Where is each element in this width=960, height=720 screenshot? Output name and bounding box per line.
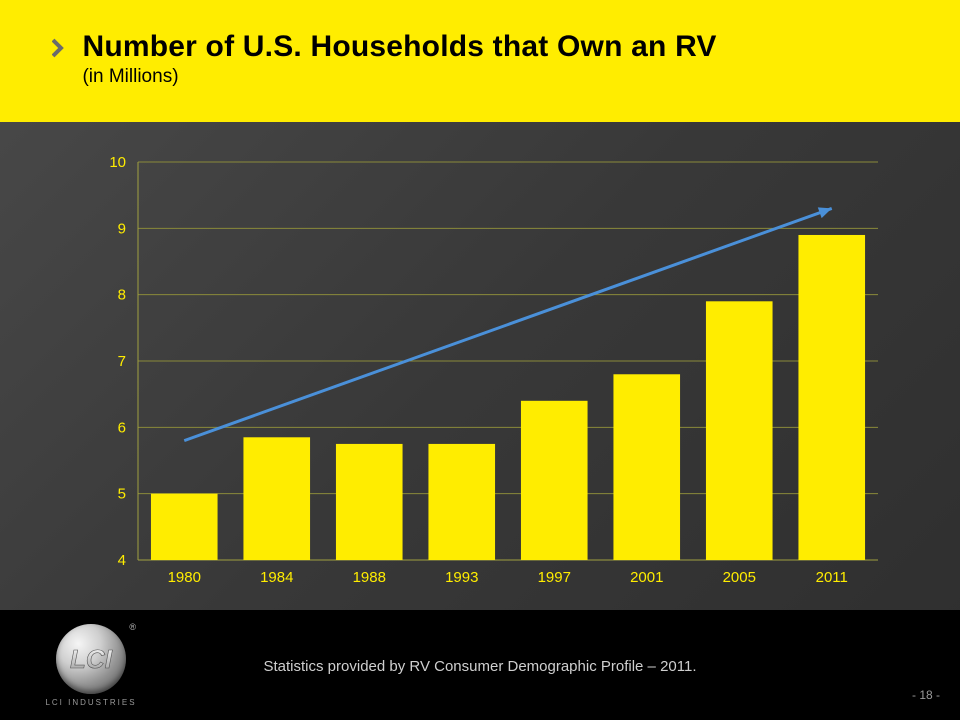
x-tick-label: 2011 — [816, 569, 848, 586]
y-tick-label: 6 — [118, 419, 126, 436]
brand-name: LCI INDUSTRIES — [36, 698, 146, 707]
x-tick-label: 2001 — [630, 569, 663, 586]
header-band: Number of U.S. Households that Own an RV… — [0, 0, 960, 122]
title-block: Number of U.S. Households that Own an RV… — [82, 30, 716, 88]
y-tick-label: 7 — [118, 353, 126, 370]
bar — [151, 494, 218, 560]
bar — [798, 235, 865, 560]
slide-subtitle: (in Millions) — [82, 66, 716, 88]
y-tick-label: 10 — [109, 154, 126, 171]
bar — [521, 401, 588, 560]
x-tick-label: 1980 — [168, 569, 201, 586]
footer-band: LCI ® LCI INDUSTRIES Statistics provided… — [0, 610, 960, 720]
bar — [336, 444, 403, 560]
y-tick-label: 4 — [118, 552, 126, 569]
slide: Number of U.S. Households that Own an RV… — [0, 0, 960, 720]
x-tick-label: 1997 — [538, 569, 571, 586]
x-tick-label: 1993 — [445, 569, 478, 586]
bar — [428, 444, 495, 560]
bar — [613, 374, 680, 560]
trend-arrow-icon — [818, 207, 832, 218]
registered-mark: ® — [129, 622, 136, 632]
y-tick-label: 9 — [118, 220, 126, 237]
y-tick-label: 8 — [118, 287, 126, 304]
slide-title: Number of U.S. Households that Own an RV — [82, 30, 716, 64]
page-number: - 18 - — [912, 688, 940, 702]
x-tick-label: 2005 — [723, 569, 756, 586]
x-tick-label: 1988 — [353, 569, 386, 586]
bar — [243, 437, 310, 560]
y-tick-label: 5 — [118, 486, 126, 503]
bar-chart: 4 5 6 7 8 9 10 1980 1984 1988 1993 1997 2001 2005 2011 — [88, 150, 886, 590]
chart-svg: 4 5 6 7 8 9 10 1980 1984 1988 1993 1997 2001 2005 2011 — [88, 150, 886, 590]
footnote: Statistics provided by RV Consumer Demog… — [0, 658, 960, 675]
bar — [706, 301, 773, 560]
x-tick-label: 1984 — [260, 569, 293, 586]
chevron-right-icon — [52, 38, 68, 63]
